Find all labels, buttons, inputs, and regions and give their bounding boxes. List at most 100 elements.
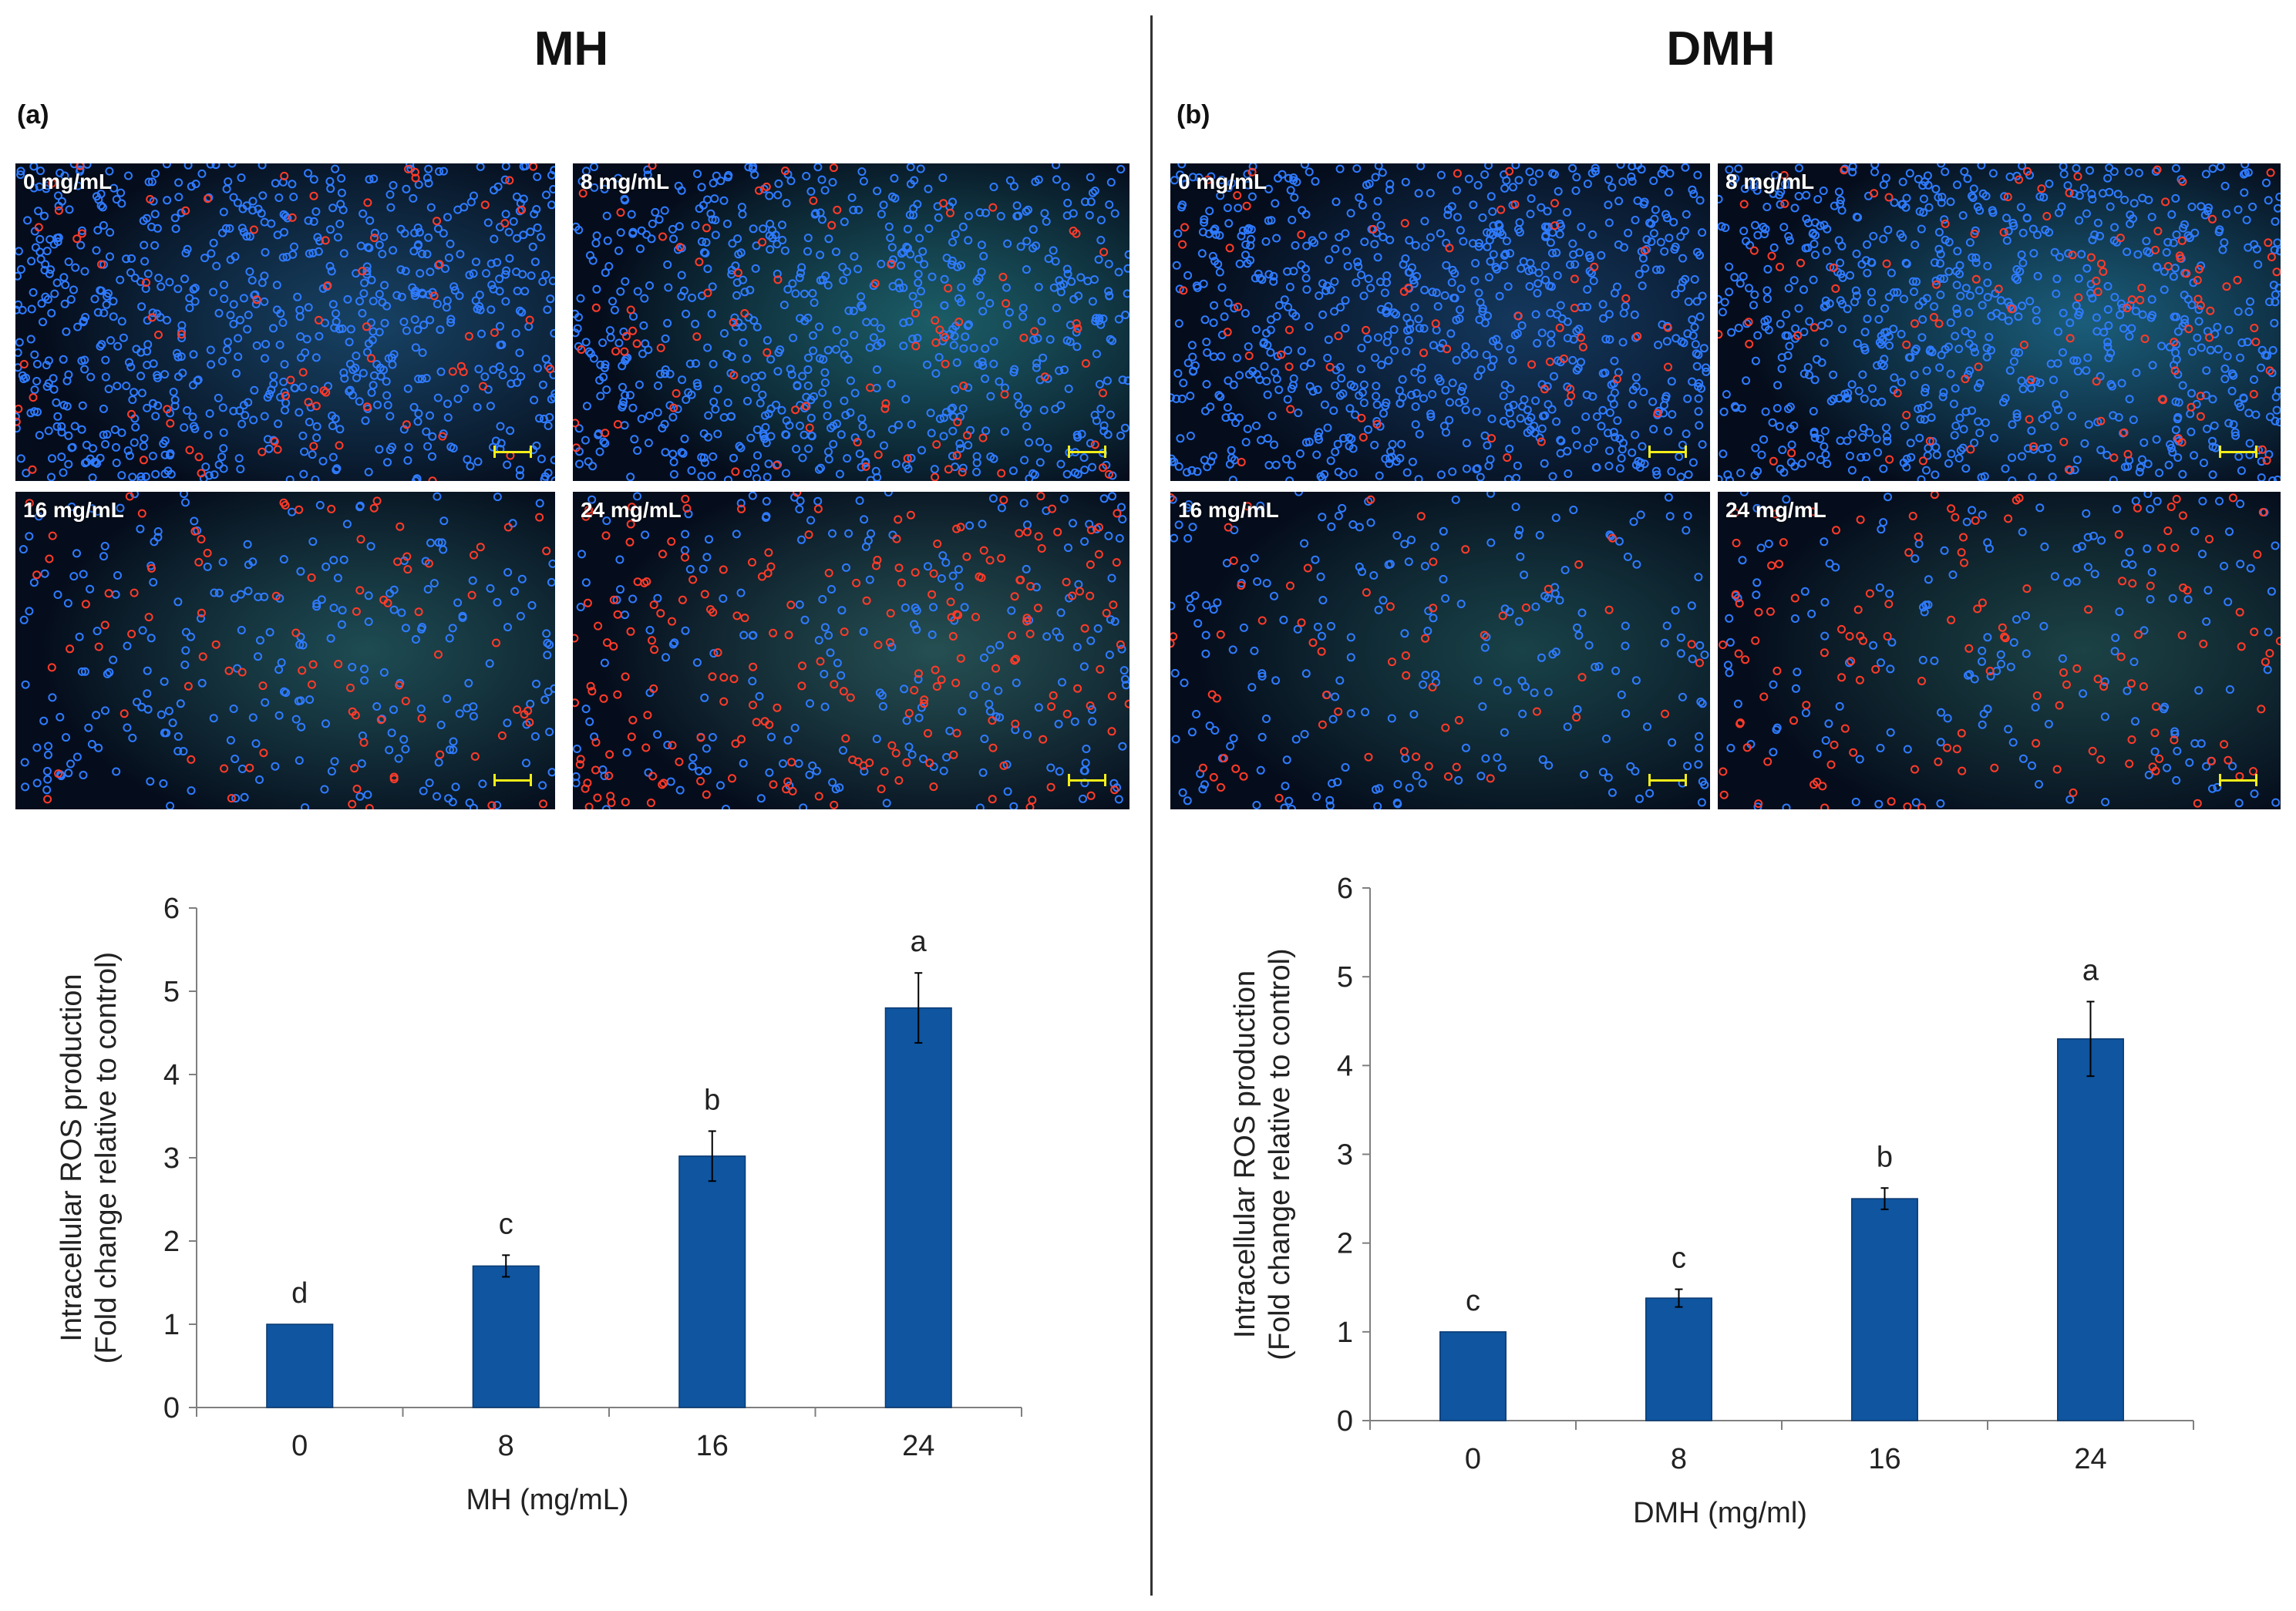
blue-cell (519, 163, 528, 171)
blue-cell (742, 354, 751, 363)
red-cell (760, 717, 769, 726)
scale-bar (1648, 774, 1687, 786)
blue-cell (1105, 651, 1114, 659)
blue-cell (122, 382, 131, 391)
blue-cell (1039, 405, 1049, 415)
blue-cell (872, 735, 881, 744)
red-cell (185, 446, 194, 455)
blue-cell (181, 248, 190, 257)
red-cell (1025, 629, 1035, 638)
blue-cell (409, 402, 419, 412)
blue-cell (538, 380, 547, 389)
red-cell (833, 205, 842, 214)
blue-cell (149, 359, 158, 368)
red-cell (781, 166, 789, 176)
blue-cell (688, 762, 697, 771)
red-cell (874, 450, 883, 459)
blue-cell (867, 429, 876, 439)
blue-cell (312, 433, 322, 442)
blue-cell (849, 306, 858, 315)
red-cell (288, 213, 297, 222)
blue-cell (620, 194, 629, 203)
blue-cell (873, 365, 881, 374)
blue-cell (765, 231, 774, 240)
blue-cell (446, 314, 456, 324)
red-cell (979, 546, 988, 555)
blue-cell (879, 200, 888, 210)
blue-cell (173, 597, 183, 607)
blue-cell (312, 599, 322, 608)
red-cell (259, 748, 268, 758)
red-cell (902, 758, 911, 767)
red-cell (1099, 463, 1107, 473)
blue-cell (295, 640, 305, 649)
blue-cell (803, 382, 813, 390)
blue-cell (697, 183, 706, 192)
blue-cell (636, 244, 645, 254)
blue-cell (550, 328, 555, 338)
blue-cell (112, 442, 120, 452)
blue-cell (308, 450, 317, 459)
blue-cell (542, 190, 550, 200)
blue-cell (989, 183, 998, 191)
blue-cell (778, 220, 786, 230)
red-cell (903, 454, 912, 463)
red-cell (740, 309, 749, 318)
blue-cell (979, 251, 988, 261)
red-cell (861, 462, 870, 471)
blue-cell (926, 409, 935, 418)
red-cell (931, 665, 940, 674)
blue-cell (935, 414, 944, 423)
blue-cell (312, 422, 322, 431)
red-cell (15, 405, 23, 413)
blue-cell (897, 249, 906, 258)
blue-cell (166, 802, 175, 809)
blue-cell (1306, 358, 1315, 368)
blue-cell (235, 315, 244, 325)
blue-cell (426, 203, 436, 212)
blue-cell (52, 278, 62, 288)
blue-cell (204, 193, 214, 202)
blue-cell (469, 702, 478, 711)
blue-cell (677, 271, 686, 280)
blue-cell (1011, 725, 1020, 735)
red-cell (1080, 624, 1089, 633)
red-cell (891, 748, 901, 758)
blue-cell (227, 163, 237, 168)
blue-cell (699, 200, 708, 210)
x-tick-label: 0 (1465, 1443, 1481, 1475)
blue-cell (809, 346, 818, 355)
blue-cell (433, 792, 441, 801)
blue-cell (1069, 519, 1077, 528)
blue-cell (1090, 410, 1099, 419)
blue-cell (422, 427, 431, 436)
red-cell (291, 628, 301, 637)
blue-cell (751, 264, 760, 273)
blue-cell (496, 341, 505, 350)
blue-cell (144, 177, 153, 187)
blue-cell (600, 772, 609, 781)
blue-cell (1028, 225, 1038, 234)
blue-cell (465, 271, 474, 280)
blue-cell (820, 702, 830, 711)
blue-cell (190, 297, 200, 306)
blue-cell (236, 590, 245, 599)
blue-cell (756, 399, 765, 408)
blue-cell (752, 322, 762, 331)
blue-cell (547, 577, 555, 587)
blue-cell (573, 309, 580, 318)
blue-cell (713, 429, 722, 439)
blue-cell (424, 233, 433, 242)
blue-cell (35, 234, 45, 244)
blue-cell (367, 388, 376, 397)
red-cell (594, 621, 603, 631)
blue-cell (295, 408, 304, 417)
blue-cell (79, 570, 88, 579)
blue-cell (647, 234, 656, 244)
blue-cell (1005, 308, 1014, 317)
blue-cell (48, 693, 57, 702)
blue-cell (843, 454, 852, 463)
blue-cell (1564, 469, 1573, 478)
blue-cell (986, 452, 995, 461)
red-cell (757, 572, 766, 581)
